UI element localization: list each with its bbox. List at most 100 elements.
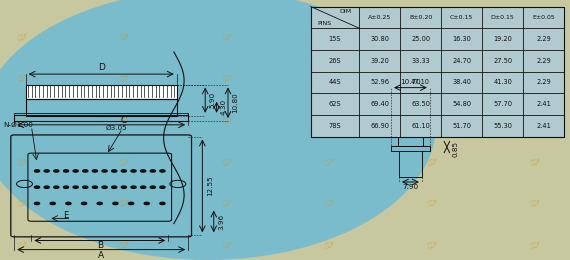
Bar [14, 115, 188, 121]
Circle shape [54, 170, 59, 172]
Circle shape [83, 170, 88, 172]
Text: 30.80: 30.80 [370, 36, 389, 42]
Text: 15S: 15S [329, 36, 341, 42]
Text: 16.30: 16.30 [452, 36, 471, 42]
Text: B: B [97, 241, 103, 250]
Circle shape [121, 186, 127, 188]
Text: 10.70: 10.70 [400, 79, 421, 86]
Text: 41.30: 41.30 [493, 79, 512, 85]
Text: PINS: PINS [317, 21, 331, 26]
Circle shape [113, 202, 118, 205]
Circle shape [160, 186, 165, 188]
Circle shape [160, 170, 165, 172]
Circle shape [44, 170, 49, 172]
Text: C±0.15: C±0.15 [450, 15, 473, 20]
Bar [26, 84, 177, 99]
Text: 旭旭F: 旭旭F [427, 74, 439, 82]
Text: 旭旭F: 旭旭F [427, 198, 439, 207]
Text: 0.85: 0.85 [453, 140, 458, 157]
Text: 3.96: 3.96 [219, 213, 225, 230]
Text: 61.10: 61.10 [411, 123, 430, 129]
Text: 旭旭F: 旭旭F [427, 32, 439, 41]
Circle shape [131, 170, 136, 172]
Text: 旭旭F: 旭旭F [324, 74, 337, 82]
Text: 2.29: 2.29 [536, 79, 551, 85]
Circle shape [112, 170, 117, 172]
Bar [398, 110, 423, 146]
Circle shape [73, 186, 78, 188]
Text: 旭旭F: 旭旭F [222, 115, 234, 124]
Text: Ø3.05: Ø3.05 [105, 124, 127, 131]
Circle shape [121, 170, 127, 172]
Text: 旭旭F: 旭旭F [324, 240, 337, 249]
Text: 5.90: 5.90 [209, 92, 215, 108]
Text: 旭旭F: 旭旭F [324, 32, 337, 41]
Text: 旭旭F: 旭旭F [119, 157, 132, 166]
Circle shape [150, 186, 156, 188]
Circle shape [102, 186, 107, 188]
Text: 旭旭F: 旭旭F [530, 115, 542, 124]
Circle shape [35, 202, 40, 205]
Text: 旭旭F: 旭旭F [17, 74, 29, 82]
Text: E: E [63, 211, 68, 220]
Text: 39.20: 39.20 [370, 58, 389, 64]
Circle shape [35, 170, 40, 172]
Text: E±0.05: E±0.05 [532, 15, 555, 20]
Text: 旭旭F: 旭旭F [119, 32, 132, 41]
Bar [26, 99, 177, 116]
Circle shape [129, 202, 133, 205]
Circle shape [141, 170, 146, 172]
Text: 7.90: 7.90 [402, 184, 418, 190]
Text: 4.30: 4.30 [221, 99, 226, 115]
Text: 66.90: 66.90 [370, 123, 389, 129]
Text: 25.00: 25.00 [411, 36, 430, 42]
Circle shape [97, 202, 103, 205]
Text: 旭旭F: 旭旭F [17, 240, 29, 249]
Circle shape [54, 186, 59, 188]
Circle shape [82, 202, 87, 205]
Text: 旭旭F: 旭旭F [222, 32, 234, 41]
Text: 62S: 62S [328, 101, 341, 107]
Text: 旭旭F: 旭旭F [530, 74, 542, 82]
Text: 旭旭F: 旭旭F [17, 32, 29, 41]
Text: D: D [97, 63, 105, 72]
Text: A±0.25: A±0.25 [368, 15, 391, 20]
Text: 旭旭F: 旭旭F [17, 198, 29, 207]
Circle shape [83, 186, 88, 188]
Text: 52.96: 52.96 [370, 79, 389, 85]
Text: 12.55: 12.55 [207, 176, 213, 196]
Text: DIM: DIM [340, 9, 352, 14]
Text: 2.29: 2.29 [536, 58, 551, 64]
Text: 78S: 78S [328, 123, 341, 129]
Circle shape [92, 170, 97, 172]
Circle shape [44, 186, 49, 188]
Text: 55.30: 55.30 [493, 123, 512, 129]
Circle shape [66, 202, 71, 205]
Text: 旭旭F: 旭旭F [324, 157, 337, 166]
Text: 旭旭F: 旭旭F [17, 157, 29, 166]
Text: 33.33: 33.33 [412, 58, 430, 64]
Text: 旭旭F: 旭旭F [530, 240, 542, 249]
Text: 旭旭F: 旭旭F [119, 240, 132, 249]
Circle shape [144, 202, 149, 205]
Bar [311, 6, 564, 136]
Text: 47.10: 47.10 [411, 79, 430, 85]
Text: 旭旭F: 旭旭F [324, 115, 337, 124]
Circle shape [35, 186, 40, 188]
Text: B±0.20: B±0.20 [409, 15, 432, 20]
Text: 旭旭F: 旭旭F [119, 115, 132, 124]
Text: 19.20: 19.20 [493, 36, 512, 42]
Text: 2.41: 2.41 [536, 101, 551, 107]
Text: 旭旭F: 旭旭F [222, 157, 234, 166]
Ellipse shape [0, 0, 436, 260]
Text: 69.40: 69.40 [370, 101, 389, 107]
Text: 旭旭F: 旭旭F [530, 157, 542, 166]
Text: 51.70: 51.70 [452, 123, 471, 129]
Bar [408, 95, 413, 110]
Circle shape [112, 186, 117, 188]
Circle shape [160, 202, 165, 205]
Text: 26S: 26S [328, 58, 341, 64]
Text: 旭旭F: 旭旭F [17, 115, 29, 124]
Text: D±0.15: D±0.15 [491, 15, 515, 20]
Text: 旭旭F: 旭旭F [427, 157, 439, 166]
